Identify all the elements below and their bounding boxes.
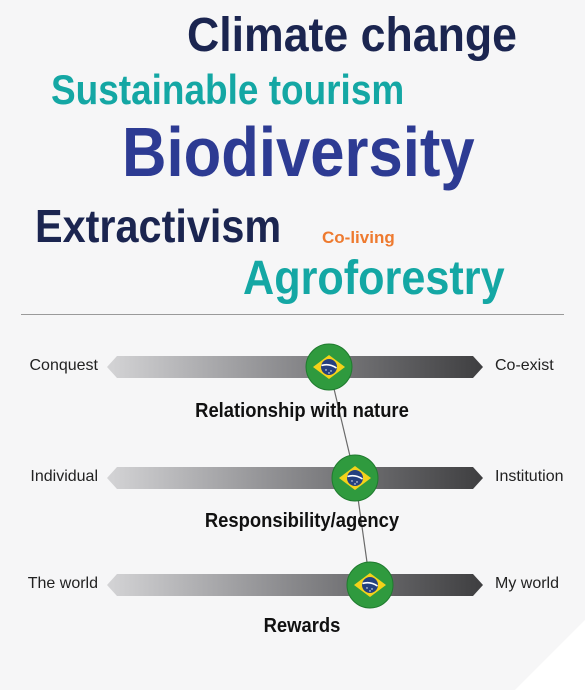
section-divider	[21, 314, 564, 315]
scale-right-label: Institution	[495, 468, 564, 485]
word-agroforestry: Agroforestry	[243, 252, 505, 305]
word-extractivism: Extractivism	[35, 200, 282, 252]
brazil-flag-icon	[305, 343, 353, 391]
scale-left-label: The world	[27, 575, 98, 592]
word-sustainable-tourism: Sustainable tourism	[51, 66, 405, 113]
scale-track	[107, 574, 483, 596]
brazil-flag-icon	[331, 454, 379, 502]
scale-right-label: Co-exist	[495, 357, 554, 374]
word-biodiversity: Biodiversity	[122, 113, 475, 191]
scale-left-label: Individual	[30, 468, 98, 485]
scale-track	[107, 467, 483, 489]
scale-title: Rewards	[263, 615, 341, 637]
scale-track	[107, 356, 483, 378]
scale-left-label: Conquest	[29, 357, 99, 374]
word-co-living: Co-living	[322, 228, 395, 247]
word-climate-change: Climate change	[187, 9, 517, 62]
scale-right-label: My world	[495, 575, 560, 592]
scale-title: Relationship with nature	[195, 400, 409, 422]
brazil-flag-icon	[346, 561, 394, 609]
scale-title: Responsibility/agency	[204, 510, 400, 532]
